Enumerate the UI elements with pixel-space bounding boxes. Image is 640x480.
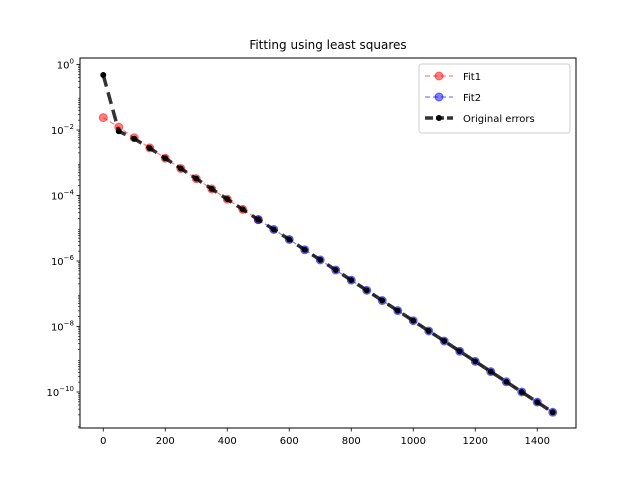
data-point-original-errors bbox=[425, 327, 432, 334]
data-point-original-errors bbox=[441, 338, 448, 345]
x-tick-label: 600 bbox=[280, 436, 299, 447]
data-point-original-errors bbox=[363, 287, 370, 294]
data-point-original-errors bbox=[270, 226, 277, 233]
legend-label-fit1: Fit1 bbox=[463, 72, 481, 83]
x-tick-label: 1400 bbox=[525, 436, 550, 447]
y-tick-label: 10−6 bbox=[51, 254, 75, 268]
y-tick-label: 10−2 bbox=[51, 123, 74, 137]
legend-label-original-errors: Original errors bbox=[463, 114, 535, 125]
x-tick-label: 0 bbox=[100, 436, 106, 447]
x-tick-label: 1000 bbox=[401, 436, 426, 447]
data-point-original-errors bbox=[487, 368, 494, 375]
data-point-original-errors bbox=[332, 267, 339, 274]
data-point-original-errors bbox=[394, 307, 401, 314]
data-point-original-errors bbox=[518, 388, 525, 395]
data-point-original-errors bbox=[146, 145, 153, 152]
x-tick-label: 400 bbox=[218, 436, 237, 447]
data-point-original-errors bbox=[193, 175, 200, 182]
data-point-original-errors bbox=[162, 155, 169, 162]
data-point-original-errors bbox=[317, 256, 324, 263]
legend-marker-original-errors bbox=[436, 115, 442, 121]
legend: Fit1 Fit2 Original errors bbox=[418, 63, 571, 134]
data-point-original-errors bbox=[549, 409, 556, 416]
data-point-original-errors bbox=[224, 196, 231, 203]
legend-label-fit2: Fit2 bbox=[463, 93, 481, 104]
data-point-original-errors bbox=[410, 317, 417, 324]
axis-ticks: 0 200 400 600 800 1000 1200 1400 100 10−2 10−4 10−6… bbox=[46, 58, 549, 447]
y-tick-label: 100 bbox=[57, 58, 74, 72]
data-point-original-errors bbox=[131, 135, 138, 142]
y-tick-label: 10−8 bbox=[51, 319, 74, 333]
axes-frame bbox=[79, 57, 577, 429]
data-point-original-errors bbox=[379, 297, 386, 304]
data-point-original-errors bbox=[286, 236, 293, 243]
data-point-original-errors bbox=[239, 206, 246, 213]
data-point-original-errors bbox=[534, 399, 541, 406]
data-point-original-errors bbox=[472, 358, 479, 365]
data-point-original-errors bbox=[301, 246, 308, 253]
data-point-original-errors bbox=[208, 185, 215, 192]
data-point-original-errors bbox=[456, 348, 463, 355]
data-point-original-errors bbox=[255, 216, 262, 223]
data-point-original-errors bbox=[177, 165, 184, 172]
x-tick-label: 200 bbox=[156, 436, 175, 447]
data-point-fit1 bbox=[98, 113, 108, 123]
legend-marker-fit2 bbox=[434, 92, 444, 102]
x-tick-label: 800 bbox=[342, 436, 361, 447]
data-point-original-errors bbox=[115, 128, 122, 135]
y-tick-label: 10−4 bbox=[51, 189, 75, 203]
data-point-original-errors bbox=[100, 71, 107, 78]
data-point-original-errors bbox=[348, 277, 355, 284]
series-line-original-errors bbox=[101, 74, 554, 414]
data-point-original-errors bbox=[503, 378, 510, 385]
y-tick-label: 10−10 bbox=[46, 385, 74, 399]
x-tick-label: 1200 bbox=[463, 436, 488, 447]
legend-box bbox=[418, 63, 571, 134]
plot-area bbox=[98, 71, 558, 417]
legend-marker-fit1 bbox=[434, 71, 444, 81]
chart-title: Fitting using least squares bbox=[249, 38, 406, 52]
